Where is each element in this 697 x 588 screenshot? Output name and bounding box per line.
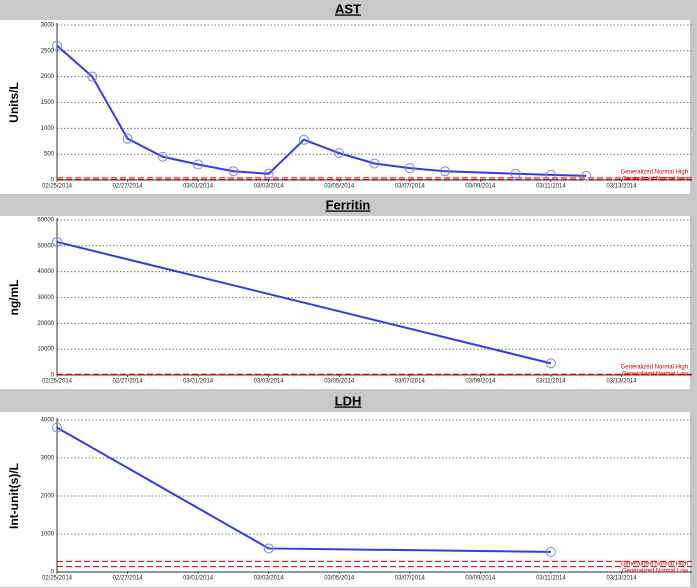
y-tick-label: 1000 — [41, 532, 55, 538]
data-point — [510, 168, 521, 179]
y-tick-label: 1500 — [41, 100, 55, 106]
x-tick-label: 03/05/2014 — [324, 576, 355, 582]
y-tick-label: 500 — [44, 152, 55, 158]
plot-panel — [0, 216, 690, 389]
data-point — [581, 170, 592, 181]
x-tick-label: 03/11/2014 — [536, 576, 566, 582]
data-point — [545, 358, 556, 369]
plot-panel — [0, 412, 690, 587]
plot-panel — [0, 20, 690, 194]
y-tick-label: 3000 — [41, 23, 55, 29]
data-point — [263, 168, 274, 179]
data-point — [369, 158, 380, 169]
data-point — [334, 148, 345, 159]
data-point — [193, 159, 204, 170]
x-tick-label: 03/09/2014 — [465, 379, 496, 385]
x-tick-label: 03/11/2014 — [536, 184, 566, 190]
x-tick-label: 03/03/2014 — [254, 576, 285, 582]
y-tick-label: 0 — [51, 570, 55, 576]
reference-label: Generalized Normal High — [621, 365, 688, 371]
y-tick-label: 30000 — [37, 295, 54, 301]
x-tick-label: 03/05/2014 — [324, 379, 355, 385]
series-line — [56, 240, 552, 365]
data-point — [298, 134, 309, 145]
x-tick-label: 03/07/2014 — [395, 184, 426, 190]
y-tick-label: 0 — [51, 373, 55, 379]
y-tick-label: 1000 — [41, 126, 55, 132]
series-line — [56, 44, 587, 177]
x-tick-label: 03/03/2014 — [254, 184, 285, 190]
y-tick-label: 2000 — [41, 494, 55, 500]
x-tick-label: 02/25/2014 — [42, 379, 73, 385]
x-tick-label: 03/07/2014 — [395, 576, 426, 582]
data-point — [122, 133, 133, 144]
y-tick-label: 20000 — [37, 321, 54, 327]
y-tick-label: 4000 — [41, 418, 55, 424]
y-axis-label: Int-unit(s)/L — [7, 463, 21, 529]
reference-label: Generalized Normal High — [621, 562, 688, 568]
data-point — [52, 422, 62, 433]
x-tick-label: 03/07/2014 — [395, 379, 426, 385]
x-tick-label: 03/11/2014 — [536, 379, 566, 385]
x-tick-label: 03/01/2014 — [183, 184, 214, 190]
y-tick-label: 40000 — [37, 269, 54, 275]
chart-title: Ferritin — [326, 197, 371, 212]
data-point — [52, 236, 62, 247]
x-tick-label: 02/27/2014 — [113, 576, 144, 582]
y-tick-label: 10000 — [37, 347, 54, 353]
data-point — [545, 169, 556, 180]
x-tick-label: 03/03/2014 — [254, 379, 285, 385]
data-point — [87, 71, 98, 82]
x-tick-label: 03/05/2014 — [324, 184, 355, 190]
data-point — [228, 166, 239, 177]
y-tick-label: 60000 — [37, 218, 54, 224]
data-point — [157, 151, 168, 162]
x-tick-label: 03/01/2014 — [183, 379, 214, 385]
data-point — [263, 543, 274, 554]
reference-label: Generalized Normal Low — [622, 569, 689, 575]
y-axis-label: ng/mL — [7, 280, 21, 316]
chart-title: LDH — [335, 393, 362, 408]
reference-label: Generalized Normal Low — [622, 177, 689, 183]
reference-label: Generalized Normal High — [621, 170, 688, 176]
y-tick-label: 2000 — [41, 74, 55, 80]
x-tick-label: 03/13/2014 — [606, 184, 637, 190]
x-tick-label: 03/13/2014 — [606, 576, 637, 582]
data-point — [545, 546, 556, 557]
x-tick-label: 02/27/2014 — [113, 184, 144, 190]
x-tick-label: 03/01/2014 — [183, 576, 214, 582]
y-tick-label: 0 — [51, 178, 55, 184]
data-point — [440, 166, 451, 177]
data-point — [52, 40, 62, 51]
y-tick-label: 3000 — [41, 456, 55, 462]
reference-label: Generalized Normal Low — [622, 372, 689, 378]
x-tick-label: 03/09/2014 — [465, 576, 496, 582]
data-point — [404, 163, 415, 174]
x-tick-label: 03/09/2014 — [465, 184, 496, 190]
x-tick-label: 02/25/2014 — [42, 184, 73, 190]
x-tick-label: 02/27/2014 — [113, 379, 144, 385]
y-tick-label: 2500 — [41, 48, 55, 54]
series-line — [56, 426, 551, 553]
y-axis-label: Units/L — [7, 82, 21, 123]
chart-title: AST — [335, 1, 361, 16]
x-tick-label: 02/25/2014 — [42, 576, 73, 582]
x-tick-label: 03/13/2014 — [606, 379, 637, 385]
y-tick-label: 50000 — [37, 243, 54, 249]
